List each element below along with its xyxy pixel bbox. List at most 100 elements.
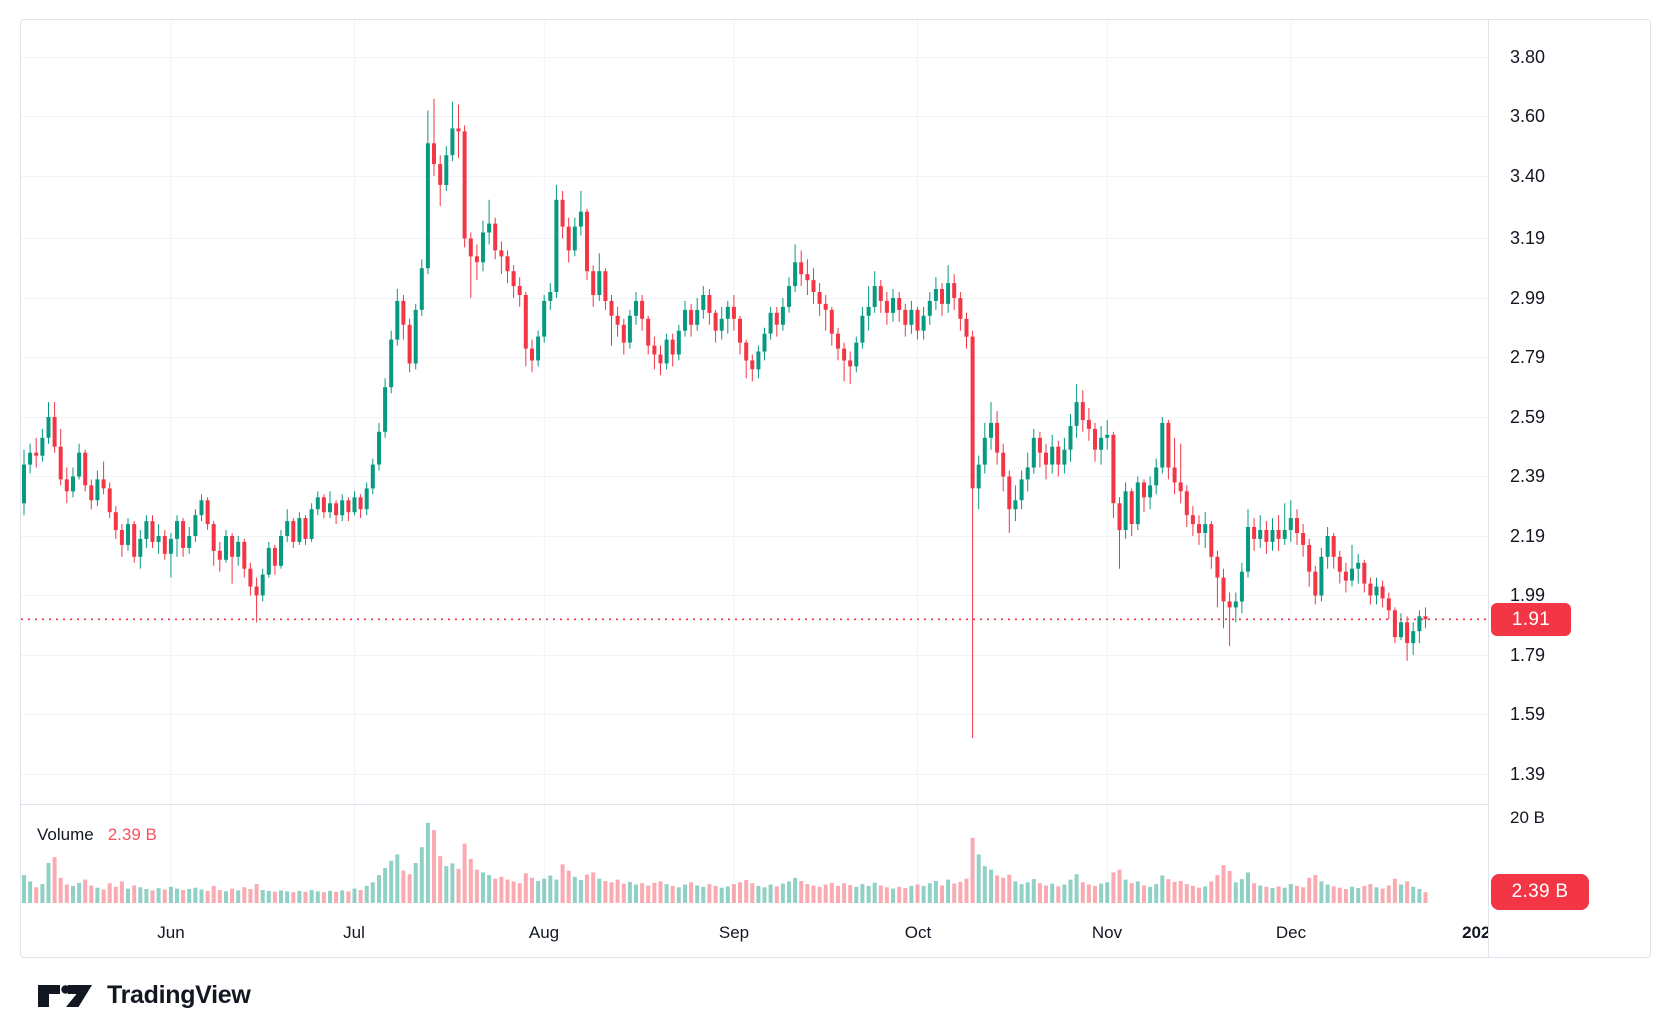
volume-bar — [1044, 885, 1048, 903]
candle-body — [1172, 467, 1177, 483]
candle-body — [1246, 527, 1250, 572]
candle-body — [1160, 422, 1165, 468]
candle-body — [634, 300, 638, 316]
time-axis-label-jul: Jul — [343, 923, 365, 942]
pane-separator[interactable] — [21, 804, 1650, 805]
tradingview-logo-link[interactable]: TradingView — [38, 981, 251, 1010]
volume-bar — [468, 858, 473, 903]
volume-bar — [1129, 883, 1134, 903]
volume-bar — [1190, 885, 1195, 903]
volume-bar — [683, 884, 687, 903]
candle-body — [52, 417, 57, 447]
volume-bar — [640, 883, 645, 903]
volume-legend: Volume 2.39 B — [37, 824, 157, 846]
volume-bar — [1239, 879, 1244, 903]
candle-body — [168, 538, 173, 554]
last-price-badge: 1.91 — [1491, 603, 1571, 636]
volume-bar — [799, 881, 804, 903]
volume-bar — [187, 889, 192, 903]
volume-bar — [407, 874, 412, 903]
volume-axis-top-label: 20 B — [1510, 808, 1545, 827]
volume-bar — [970, 837, 975, 903]
volume-bar — [670, 885, 675, 903]
candle-body — [1019, 479, 1024, 501]
volume-bar — [982, 866, 987, 903]
volume-bar — [646, 885, 651, 903]
volume-bar — [248, 889, 253, 903]
candle-body — [1062, 449, 1067, 465]
volume-bar — [272, 891, 277, 903]
candle-body — [462, 131, 467, 239]
volume-bar — [364, 885, 369, 903]
candle-body — [1111, 434, 1116, 504]
candlestick-chart-surface[interactable] — [21, 20, 1488, 903]
volume-bar — [254, 884, 259, 903]
candle-body — [976, 464, 981, 489]
candle-body — [493, 223, 498, 251]
candle-body — [456, 128, 461, 132]
candle-body — [854, 342, 859, 367]
volume-bar — [1233, 882, 1238, 903]
candle-body — [150, 521, 155, 542]
time-axis[interactable]: 2026 Jun Jul Aug Sep Oct Nov Dec — [21, 904, 1488, 957]
candle-body — [982, 437, 987, 465]
candle-body — [1276, 530, 1281, 539]
candle-body — [1129, 491, 1134, 524]
candle-body — [1295, 518, 1299, 533]
candle-body — [548, 292, 553, 301]
last-volume-badge: 2.39 B — [1491, 874, 1589, 910]
candle-body — [542, 300, 547, 337]
candle-body — [1380, 586, 1385, 599]
volume-bar — [1301, 887, 1306, 903]
volume-bar — [1227, 871, 1232, 903]
candle-body — [946, 283, 951, 304]
candle-body — [1227, 601, 1232, 608]
volume-bar — [260, 890, 265, 903]
candle-body — [1368, 583, 1373, 596]
time-axis-label-aug: Aug — [528, 923, 560, 942]
candle-body — [829, 309, 834, 334]
volume-bar — [1270, 888, 1275, 903]
candle-body — [126, 524, 130, 545]
volume-bar — [756, 885, 761, 903]
candle-body — [432, 143, 436, 165]
candle-body — [211, 524, 216, 551]
volume-bar — [205, 890, 210, 903]
volume-bar — [591, 872, 596, 903]
candle-body — [1350, 568, 1354, 581]
candle-body — [1209, 524, 1214, 557]
candle-body — [1325, 536, 1330, 557]
candle-body — [964, 318, 969, 337]
volume-bar — [689, 882, 694, 903]
volume-bar — [1068, 879, 1073, 903]
candle-body — [658, 354, 663, 364]
volume-bar — [1105, 882, 1110, 903]
candle-body — [762, 333, 767, 352]
volume-bar — [505, 879, 510, 903]
candle-body — [927, 300, 932, 316]
volume-bar — [1411, 886, 1416, 903]
price-axis[interactable]: 20 B 1.91 2.39 B 3.80 3.60 3.40 3.19 2.99 2.7… — [1488, 20, 1650, 957]
candle-body — [1074, 402, 1079, 426]
candle-body — [107, 488, 112, 513]
candle-body — [64, 479, 69, 492]
volume-bar — [891, 888, 895, 903]
volume-bar — [1031, 879, 1036, 903]
volume-bar — [1374, 887, 1379, 903]
volume-bar — [964, 878, 969, 903]
volume-bar — [725, 886, 730, 903]
volume-bar — [719, 887, 724, 903]
volume-bar — [915, 884, 920, 903]
candle-body — [627, 315, 632, 343]
candle-body — [291, 521, 296, 542]
candle-body — [884, 300, 889, 313]
candle-body — [1343, 571, 1348, 581]
candle-body — [413, 309, 418, 364]
volume-bar — [1037, 883, 1042, 903]
candle-body — [1307, 544, 1312, 572]
candle-body — [279, 536, 283, 566]
volume-bar — [432, 830, 436, 903]
candle-body — [303, 518, 308, 539]
candle-body — [352, 497, 357, 513]
volume-bar — [1288, 884, 1293, 903]
